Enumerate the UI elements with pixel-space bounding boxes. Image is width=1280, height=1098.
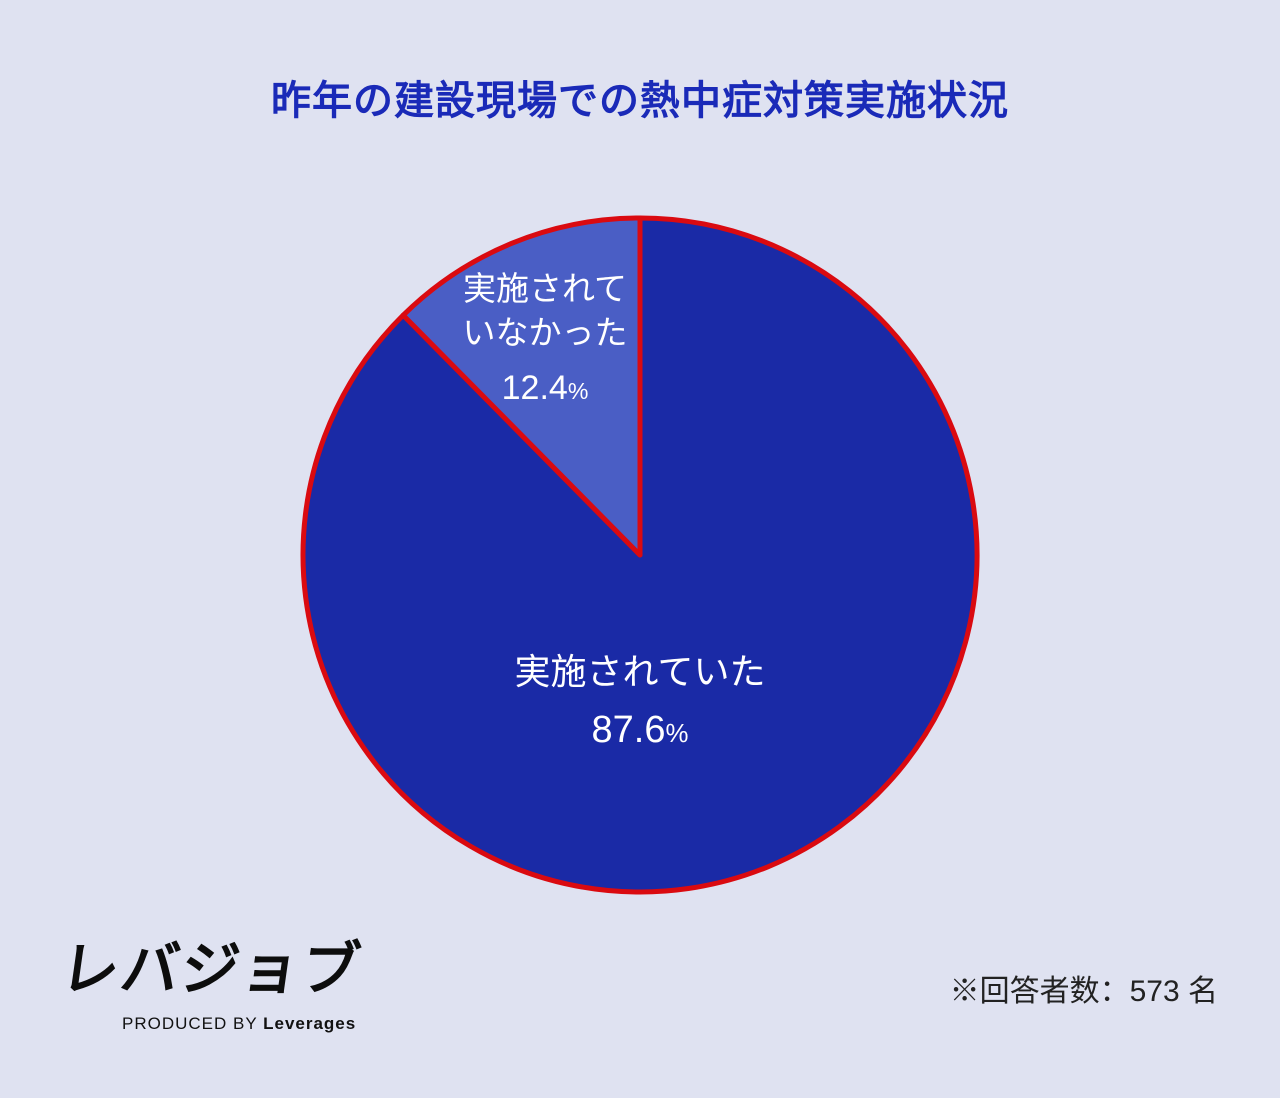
respondents-note: ※回答者数：573 名 [949,975,1218,1008]
pie-slice [400,215,643,558]
brand-logo-text: レバジョブ [56,937,366,1002]
brand-logo: レバジョブ PRODUCED BY Leverages [57,922,366,1034]
chart-title: 昨年の建設現場での熱中症対策実施状況 [271,79,1009,123]
pie-chart: 実施されて いなかった 12.4% 実施されていた 87.6% [290,205,990,905]
brand-logo-subtext: PRODUCED BY Leverages [122,1014,357,1033]
leverages-brand-text: Leverages [263,1014,357,1033]
pie-chart-svg [300,215,980,895]
